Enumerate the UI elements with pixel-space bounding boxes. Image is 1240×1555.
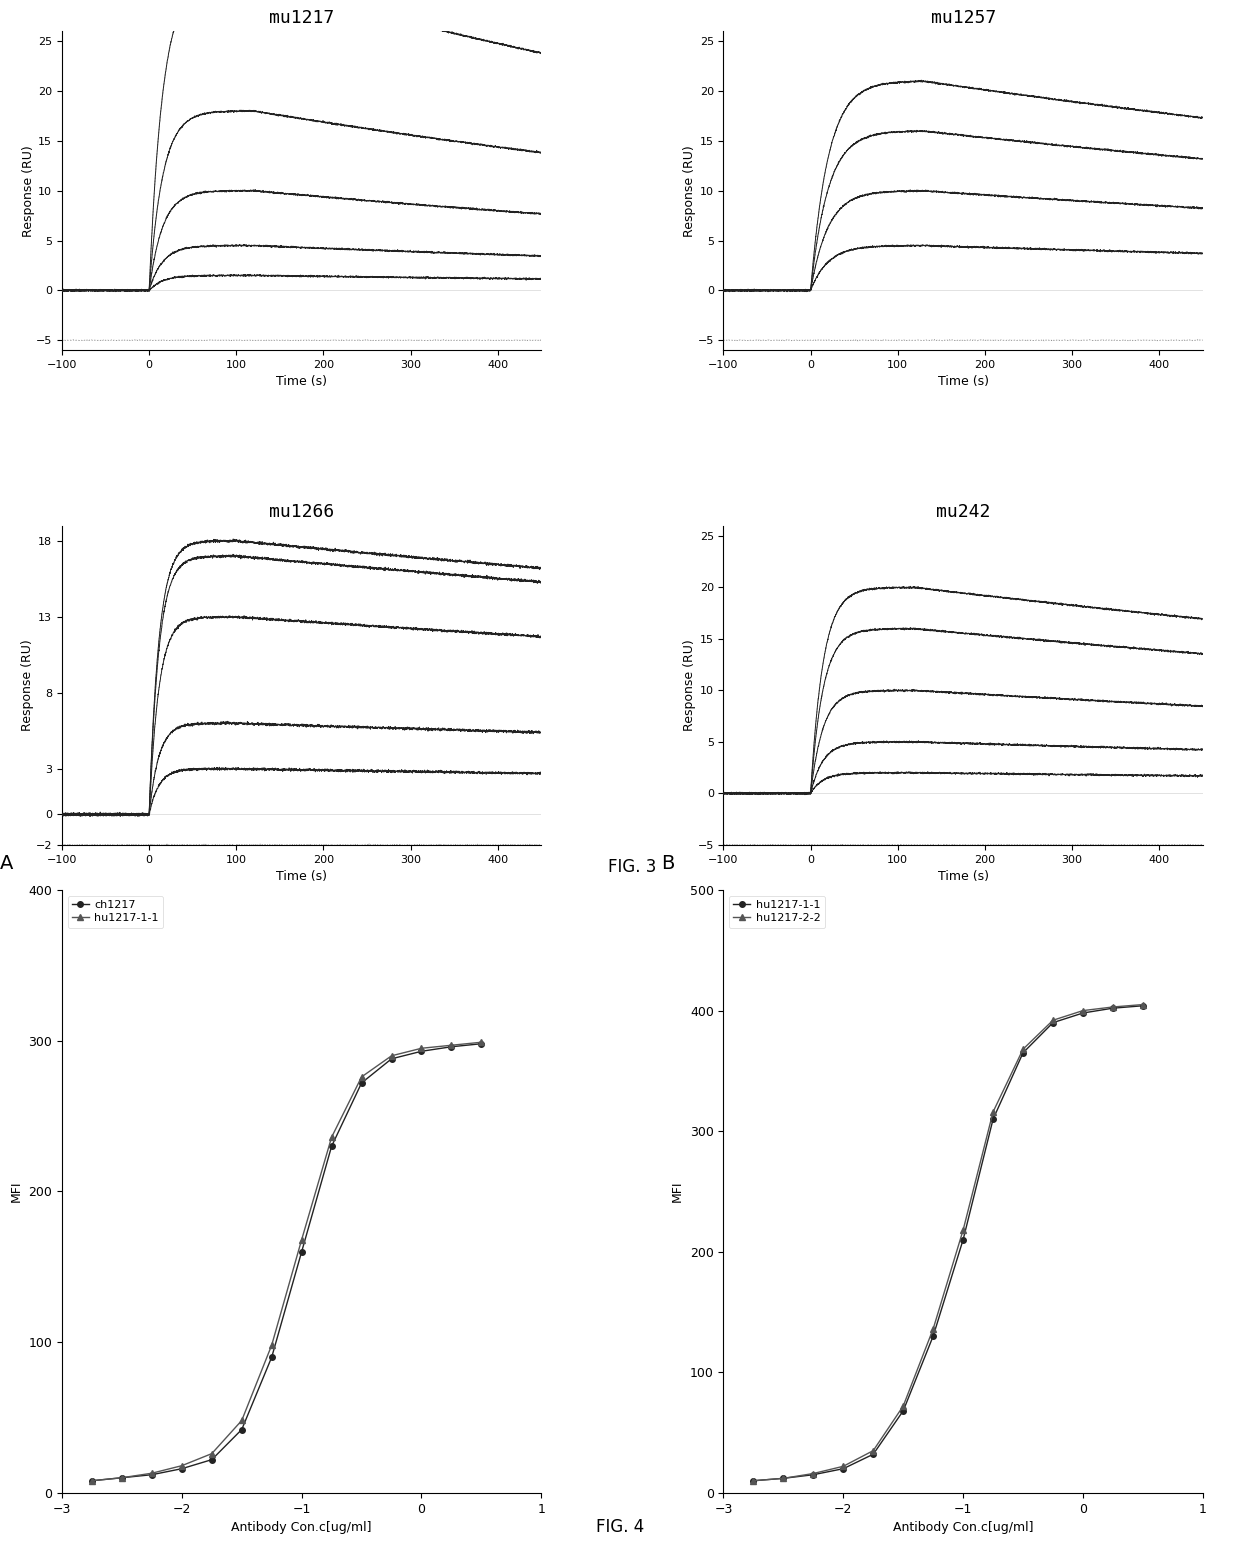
- hu1217-1-1: [384, 1047, 399, 1065]
- hu1217-2-2: [926, 1320, 941, 1339]
- ch1217: [444, 1037, 459, 1056]
- Y-axis label: MFI: MFI: [671, 1180, 684, 1202]
- hu1217-1-1: [836, 1459, 851, 1477]
- hu1217-1-1: [144, 1463, 159, 1482]
- Legend: hu1217-1-1, hu1217-2-2: hu1217-1-1, hu1217-2-2: [729, 896, 825, 928]
- hu1217-1-1: [866, 1445, 880, 1463]
- hu1217-2-2: [806, 1465, 821, 1483]
- hu1217-1-1: [234, 1410, 249, 1429]
- ch1217: [264, 1348, 279, 1367]
- Text: A: A: [0, 854, 14, 872]
- hu1217-1-1: [806, 1465, 821, 1483]
- hu1217-2-2: [895, 1396, 910, 1415]
- hu1217-2-2: [986, 1102, 1001, 1121]
- Text: FIG. 4: FIG. 4: [596, 1518, 644, 1536]
- X-axis label: Time (s): Time (s): [277, 375, 327, 389]
- hu1217-1-1: [1075, 1003, 1090, 1022]
- ch1217: [474, 1034, 489, 1053]
- Line: hu1217-2-2: hu1217-2-2: [750, 1001, 1146, 1483]
- Line: hu1217-1-1: hu1217-1-1: [750, 1003, 1146, 1483]
- hu1217-2-2: [866, 1441, 880, 1460]
- ch1217: [114, 1468, 129, 1487]
- hu1217-1-1: [776, 1469, 791, 1488]
- Y-axis label: Response (RU): Response (RU): [683, 639, 696, 731]
- hu1217-1-1: [474, 1033, 489, 1051]
- ch1217: [324, 1137, 339, 1155]
- Text: FIG. 3: FIG. 3: [608, 858, 657, 877]
- ch1217: [234, 1420, 249, 1438]
- hu1217-2-2: [776, 1469, 791, 1488]
- hu1217-1-1: [1045, 1014, 1060, 1033]
- Line: hu1217-1-1: hu1217-1-1: [89, 1039, 484, 1483]
- Title: mu1217: mu1217: [269, 9, 335, 26]
- hu1217-1-1: [926, 1326, 941, 1345]
- Title: mu242: mu242: [936, 504, 991, 521]
- ch1217: [144, 1465, 159, 1483]
- ch1217: [205, 1451, 219, 1469]
- ch1217: [384, 1050, 399, 1068]
- hu1217-1-1: [414, 1039, 429, 1057]
- hu1217-1-1: [114, 1468, 129, 1487]
- Title: mu1257: mu1257: [930, 9, 996, 26]
- hu1217-2-2: [1075, 1001, 1090, 1020]
- hu1217-1-1: [205, 1445, 219, 1463]
- X-axis label: Time (s): Time (s): [937, 871, 988, 883]
- Line: ch1217: ch1217: [89, 1040, 484, 1483]
- hu1217-2-2: [1016, 1040, 1030, 1059]
- ch1217: [84, 1471, 99, 1490]
- hu1217-1-1: [746, 1471, 761, 1490]
- ch1217: [355, 1073, 370, 1092]
- X-axis label: Time (s): Time (s): [937, 375, 988, 389]
- Legend: ch1217, hu1217-1-1: ch1217, hu1217-1-1: [67, 896, 164, 928]
- ch1217: [414, 1042, 429, 1061]
- hu1217-2-2: [1045, 1011, 1060, 1029]
- Y-axis label: MFI: MFI: [10, 1180, 22, 1202]
- ch1217: [294, 1242, 309, 1261]
- hu1217-1-1: [294, 1230, 309, 1249]
- hu1217-1-1: [355, 1068, 370, 1087]
- Y-axis label: Response (RU): Response (RU): [21, 639, 35, 731]
- hu1217-1-1: [956, 1230, 971, 1249]
- hu1217-1-1: [84, 1471, 99, 1490]
- hu1217-1-1: [1106, 998, 1121, 1017]
- hu1217-1-1: [1016, 1043, 1030, 1062]
- hu1217-2-2: [1106, 998, 1121, 1017]
- X-axis label: Antibody Con.c[ug/ml]: Antibody Con.c[ug/ml]: [232, 1521, 372, 1535]
- hu1217-1-1: [444, 1036, 459, 1054]
- hu1217-2-2: [956, 1221, 971, 1239]
- hu1217-2-2: [836, 1457, 851, 1476]
- Y-axis label: Response (RU): Response (RU): [21, 145, 35, 236]
- hu1217-1-1: [986, 1110, 1001, 1129]
- hu1217-1-1: [324, 1127, 339, 1146]
- ch1217: [175, 1459, 190, 1477]
- hu1217-2-2: [1136, 995, 1151, 1014]
- X-axis label: Time (s): Time (s): [277, 871, 327, 883]
- hu1217-1-1: [1136, 997, 1151, 1015]
- Text: B: B: [661, 854, 675, 872]
- hu1217-1-1: [264, 1336, 279, 1354]
- hu1217-1-1: [895, 1401, 910, 1420]
- X-axis label: Antibody Con.c[ug/ml]: Antibody Con.c[ug/ml]: [893, 1521, 1033, 1535]
- hu1217-1-1: [175, 1457, 190, 1476]
- Title: mu1266: mu1266: [269, 504, 335, 521]
- hu1217-2-2: [746, 1471, 761, 1490]
- Y-axis label: Response (RU): Response (RU): [683, 145, 696, 236]
